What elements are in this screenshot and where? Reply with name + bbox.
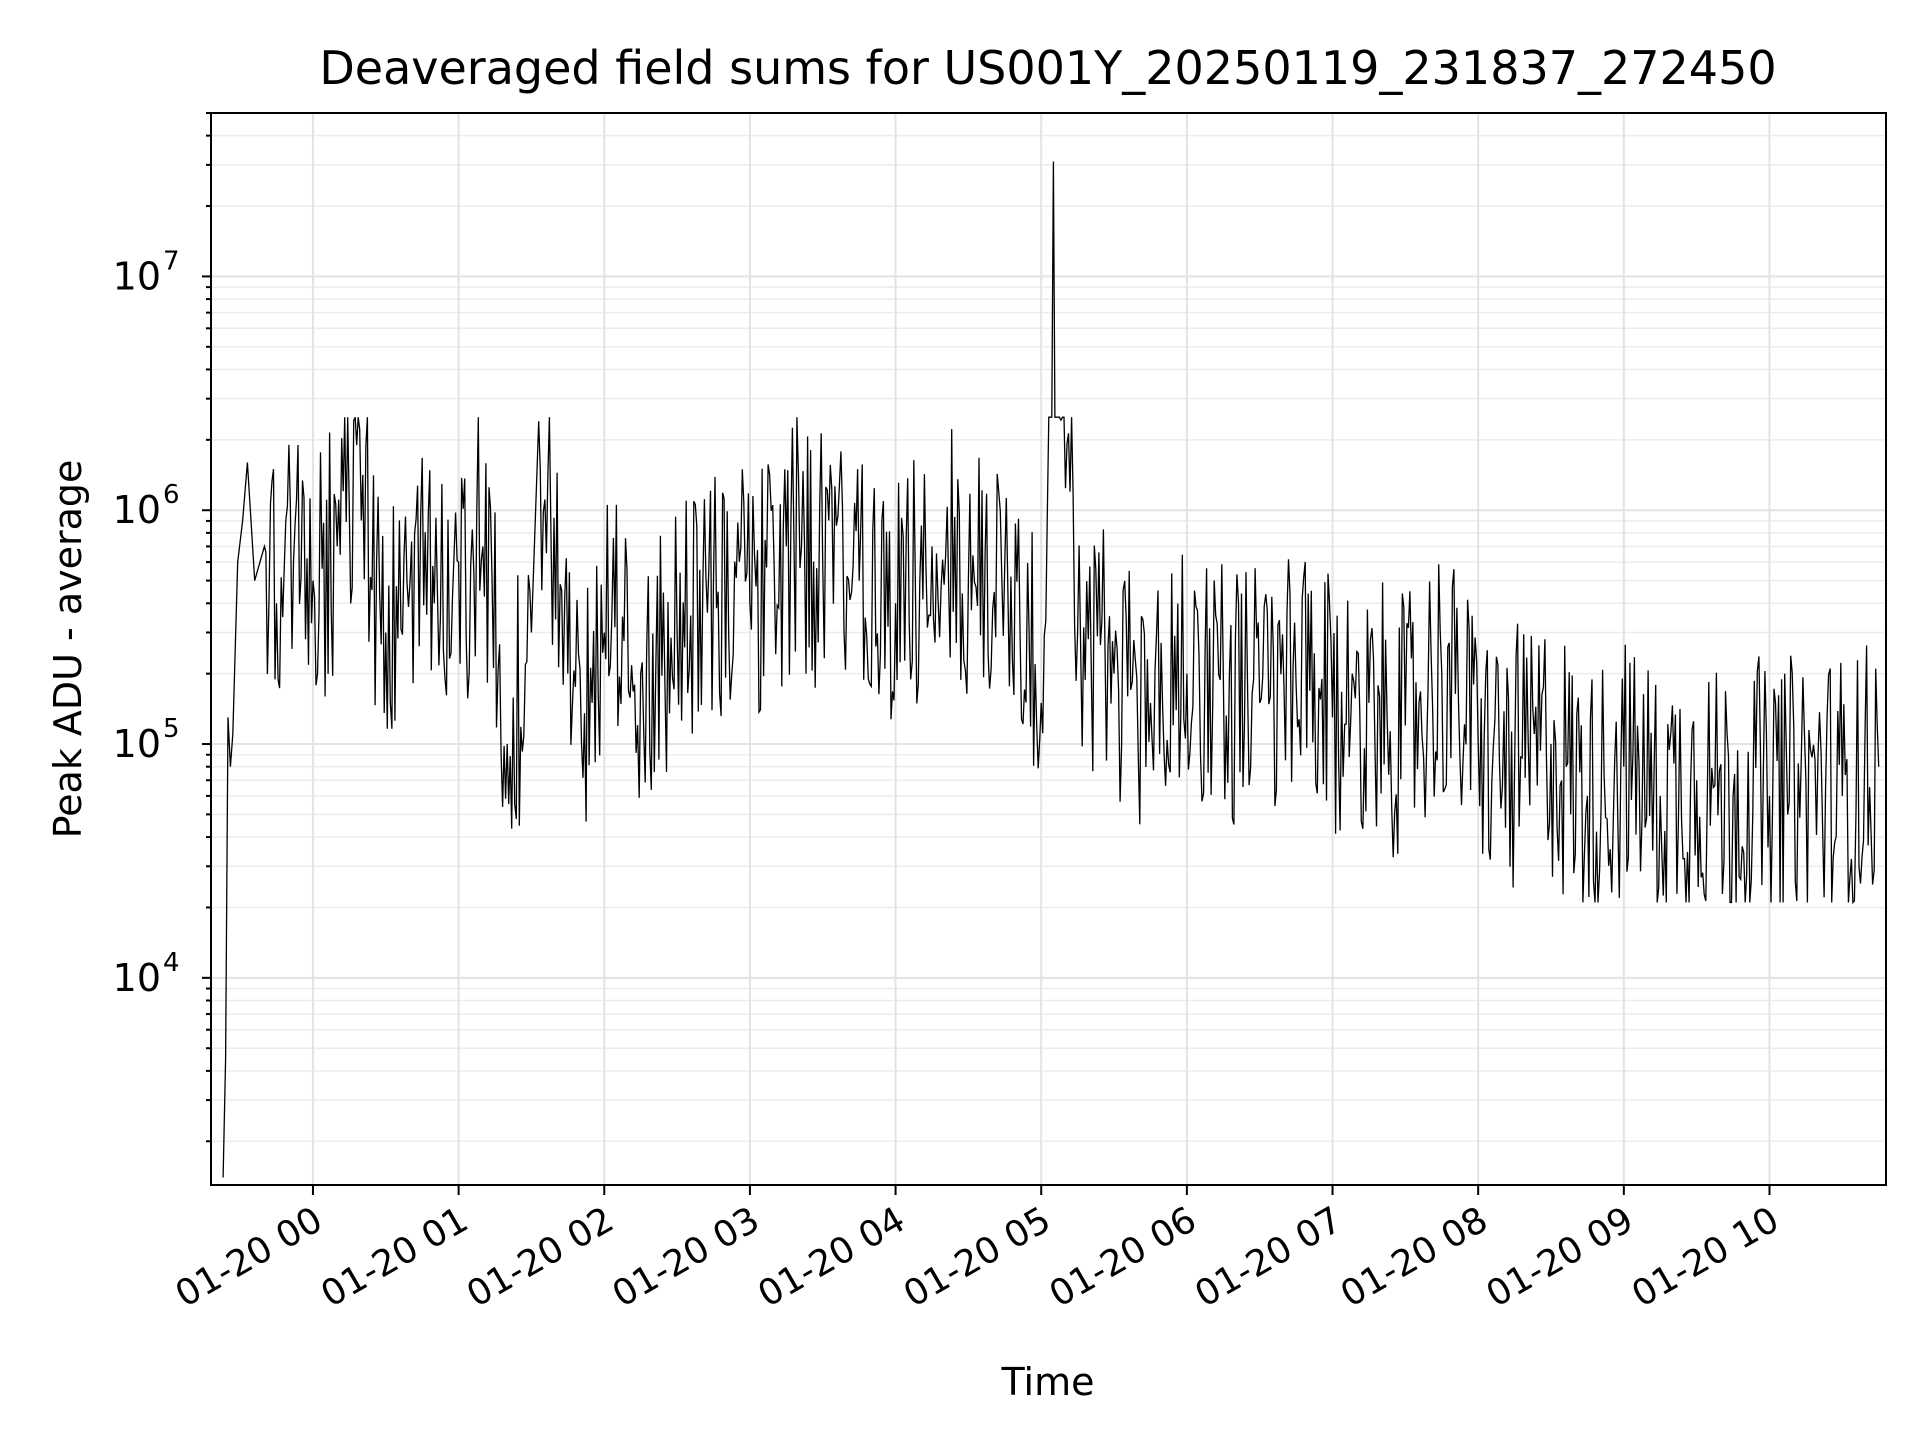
y-tick-label: 10 (113, 254, 161, 298)
y-tick-label-exponent: 5 (163, 714, 180, 744)
series-line (222, 161, 1880, 1178)
plot-frame (210, 112, 1887, 1186)
series-layer (222, 161, 1880, 1178)
y-tick-label-exponent: 6 (163, 480, 180, 510)
chart-title: Deaveraged field sums for US001Y_2025011… (319, 41, 1776, 95)
y-tick-label-exponent: 4 (163, 948, 180, 978)
y-tick-label: 10 (113, 488, 161, 532)
y-axis-label: Peak ADU - average (46, 460, 90, 839)
y-tick-label: 10 (113, 722, 161, 766)
x-axis-label: Time (1001, 1360, 1095, 1404)
y-tick-label: 10 (113, 956, 161, 1000)
y-tick-label-exponent: 7 (163, 246, 180, 276)
